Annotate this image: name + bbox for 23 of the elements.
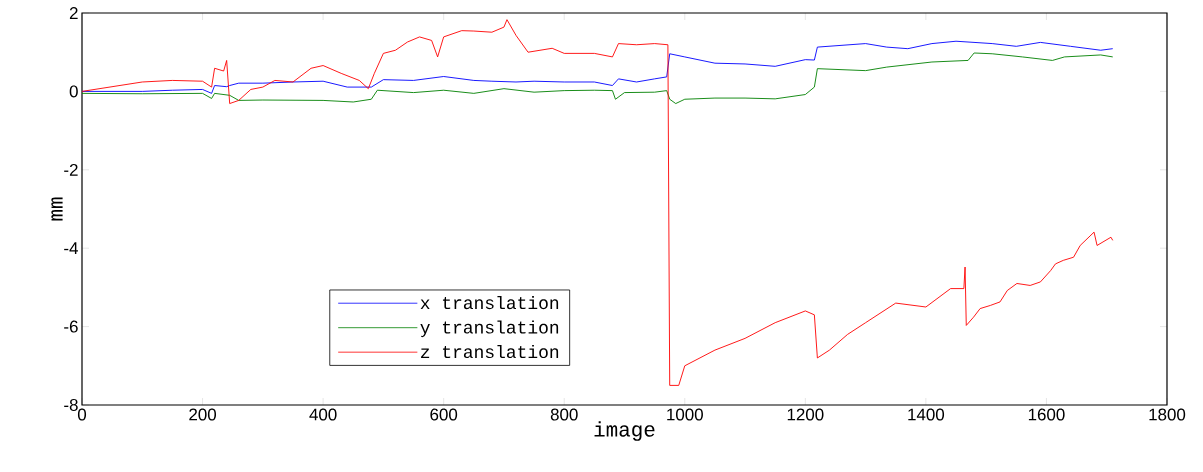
- x-tick-label: 1600: [1028, 408, 1065, 421]
- y-tick-label: 0: [69, 85, 78, 98]
- line-series: [82, 40, 1114, 94]
- legend-label: z translation: [421, 344, 559, 359]
- y-tick-label: -4: [64, 242, 78, 255]
- legend-label: x translation: [420, 295, 559, 310]
- y-tick-label: 2: [69, 7, 78, 19]
- y-tick-label: -8: [64, 399, 78, 411]
- x-tick-label: 400: [309, 408, 337, 421]
- line-series: [82, 52, 1114, 104]
- y-tick-label: -6: [64, 320, 78, 333]
- x-axis-title: image: [594, 421, 655, 441]
- y-tick-label: -2: [64, 163, 78, 176]
- x-tick-label: 200: [189, 408, 217, 421]
- x-tick-label: 1000: [667, 408, 703, 421]
- x-tick-label: 1800: [1149, 408, 1186, 421]
- x-tick-label: 1200: [787, 408, 824, 421]
- y-axis-title: mm: [51, 197, 63, 221]
- x-tick-label: 1400: [908, 408, 945, 421]
- legend-label: y translation: [420, 320, 559, 338]
- x-tick-label: 600: [430, 408, 458, 421]
- x-tick-label: 800: [550, 408, 578, 421]
- x-tick-label: 0: [77, 408, 87, 421]
